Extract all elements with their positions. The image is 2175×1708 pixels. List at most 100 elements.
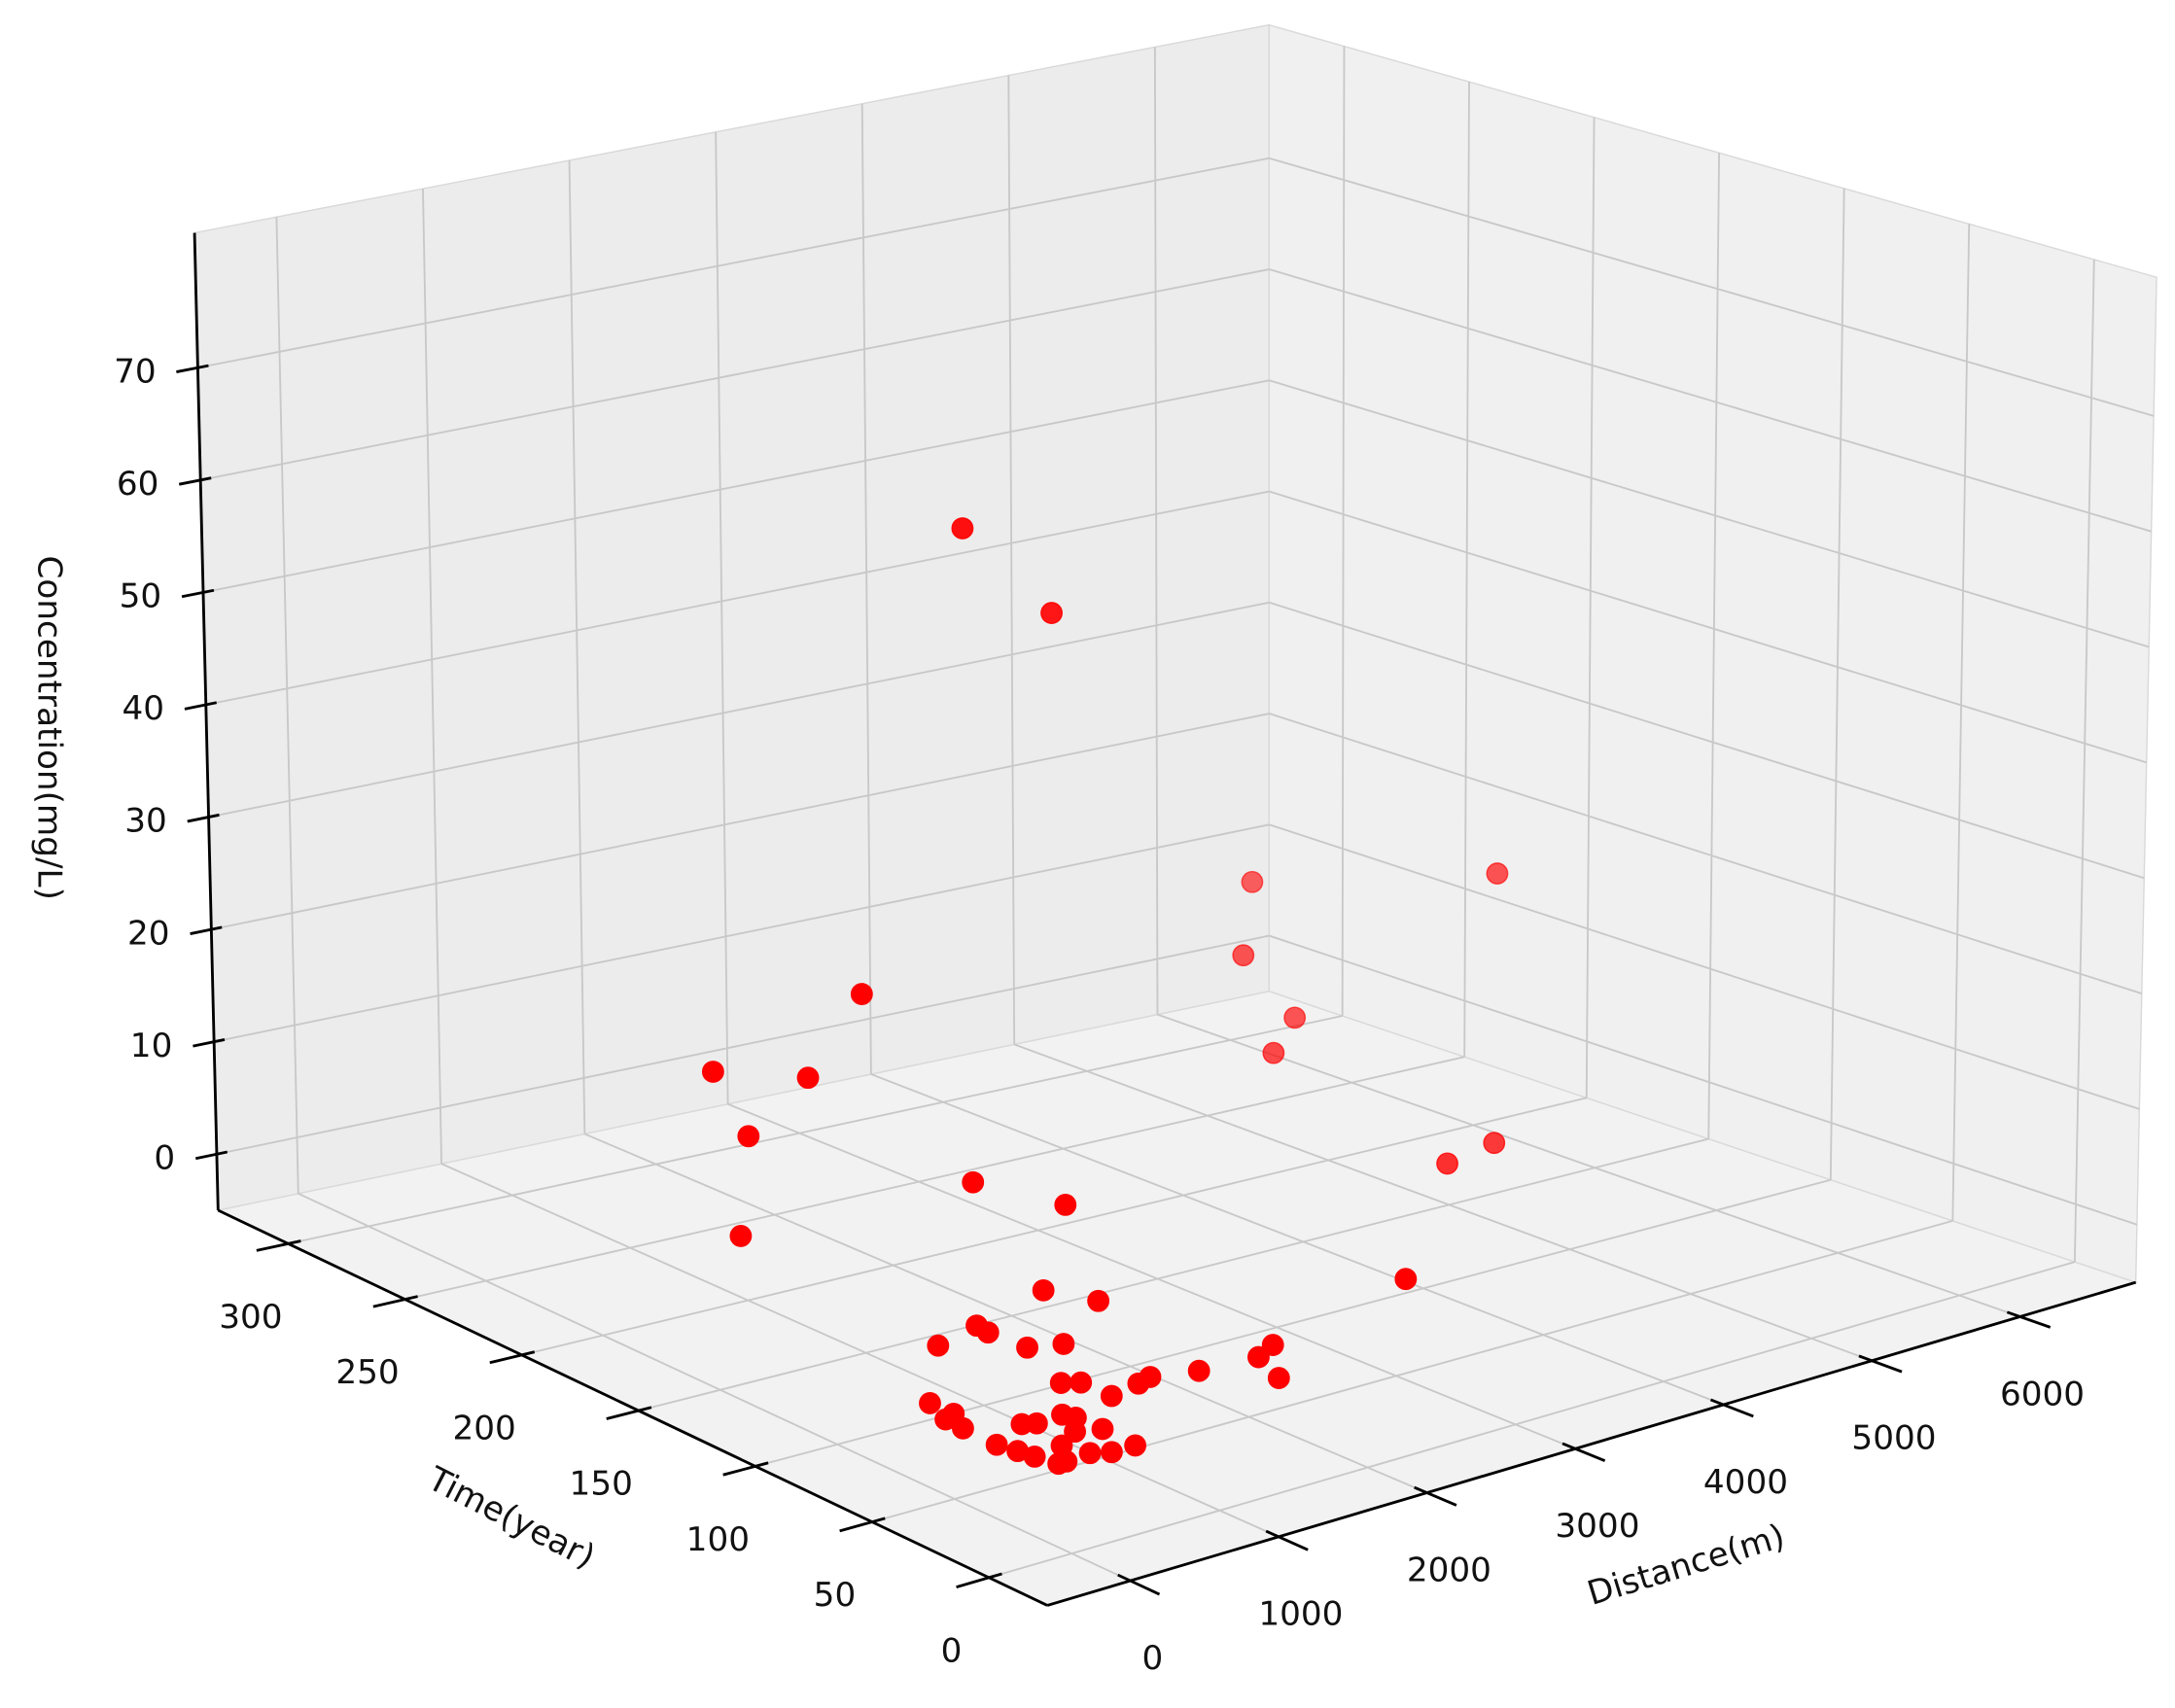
z-axis-line: [193, 232, 220, 1211]
z-tick-label: 50: [120, 577, 162, 616]
grid-line: [197, 157, 1270, 369]
y-tick-label: 50: [814, 1576, 857, 1615]
data-point: [1261, 1334, 1284, 1356]
grid-line: [205, 490, 1270, 706]
grid-line: [1269, 490, 2147, 764]
data-point: [934, 1408, 958, 1431]
grid-line: [440, 1163, 1280, 1538]
grid-line: [216, 934, 1270, 1156]
data-point: [951, 517, 974, 540]
x-tick-mark: [2006, 1310, 2052, 1329]
y-tick-mark: [256, 1239, 301, 1252]
data-point: [1040, 602, 1063, 624]
x-tick-mark: [1561, 1442, 1606, 1463]
grid-line: [1269, 157, 2155, 417]
x-axis-line: [1046, 1280, 2137, 1607]
data-point: [1070, 1371, 1093, 1394]
data-point: [1187, 1359, 1210, 1382]
grid-line: [1007, 75, 1016, 1045]
data-point: [1262, 1041, 1285, 1064]
grid-line: [200, 268, 1270, 481]
grid-line: [1269, 934, 2138, 1226]
z-tick-label: 10: [130, 1027, 173, 1065]
points: [701, 517, 1509, 1476]
data-point: [919, 1392, 941, 1414]
data-point: [1047, 1452, 1070, 1476]
grid-line: [422, 189, 442, 1165]
grid-line: [202, 379, 1270, 594]
grid-line: [2073, 259, 2095, 1263]
data-point: [1064, 1420, 1087, 1444]
data-point: [1486, 862, 1509, 886]
grid-line: [638, 1137, 1709, 1412]
grid-line: [1269, 268, 2152, 533]
z-tick-mark: [181, 588, 215, 599]
y-axis-line: [217, 1208, 1048, 1607]
x-tick-label: 2000: [1407, 1551, 1491, 1589]
grid-line: [298, 1192, 1131, 1582]
grid: [197, 46, 2155, 1582]
y-tick-label: 300: [219, 1298, 282, 1337]
data-point: [850, 983, 873, 1005]
y-tick-mark: [372, 1295, 418, 1308]
data-point: [976, 1321, 1000, 1344]
y-tick-label: 100: [686, 1520, 750, 1559]
z-tick-label: 0: [154, 1138, 175, 1177]
data-point: [1436, 1152, 1458, 1175]
z-tick-label: 30: [124, 802, 167, 841]
x-tick-mark: [1414, 1485, 1457, 1507]
grid-line: [288, 1015, 1343, 1245]
y-tick-label: 250: [335, 1353, 399, 1392]
data-point: [1247, 1345, 1270, 1369]
x-tick-label: 0: [1141, 1639, 1163, 1678]
data-point: [1267, 1367, 1290, 1389]
y-tick-mark: [839, 1516, 886, 1533]
y-tick-label: 150: [570, 1465, 633, 1504]
x-tick-mark: [1858, 1354, 1903, 1374]
data-point: [1241, 870, 1264, 893]
grid-line: [404, 1056, 1465, 1301]
grid-line: [1951, 224, 1971, 1221]
grid-line: [1157, 1013, 2020, 1318]
grid-line: [754, 1178, 1832, 1468]
z-tick-mark: [187, 813, 220, 823]
data-point: [1023, 1445, 1046, 1468]
grid-line: [275, 217, 299, 1194]
data-point: [1016, 1336, 1038, 1359]
x-tick-label: 1000: [1258, 1595, 1343, 1634]
z-tick-mark: [190, 925, 223, 935]
x-tick-label: 4000: [1703, 1463, 1788, 1502]
z-tick-label: 20: [127, 914, 170, 953]
grid-line: [727, 1102, 1576, 1450]
x-tick-label: 6000: [2000, 1375, 2085, 1413]
grid-line: [860, 103, 872, 1075]
grid-line: [521, 1097, 1587, 1356]
data-point: [737, 1125, 760, 1148]
y-tick-label: 0: [941, 1631, 963, 1670]
data-point: [1127, 1372, 1150, 1395]
data-point: [962, 1170, 985, 1194]
grid-line: [1269, 713, 2143, 994]
z-tick-label: 40: [122, 689, 164, 728]
panes: [193, 23, 2157, 1607]
grid-line: [1153, 47, 1159, 1015]
grid-line: [211, 713, 1270, 931]
grid-line: [213, 823, 1270, 1043]
data-point: [952, 1416, 974, 1440]
data-point: [1049, 1372, 1072, 1395]
x-tick-mark: [1265, 1529, 1309, 1551]
grid-line: [208, 601, 1270, 819]
y-tick-mark: [956, 1572, 1002, 1588]
data-point: [1054, 1193, 1077, 1216]
data-point: [1025, 1412, 1048, 1435]
data-point: [985, 1433, 1008, 1456]
grid-line: [1269, 379, 2150, 648]
grid-line: [568, 159, 586, 1134]
grid-line: [1707, 153, 1721, 1139]
grid-line: [988, 1261, 2076, 1579]
z-tick-mark: [193, 1038, 226, 1048]
z-tick-mark: [194, 1150, 228, 1161]
z-tick-label: 70: [114, 352, 157, 391]
